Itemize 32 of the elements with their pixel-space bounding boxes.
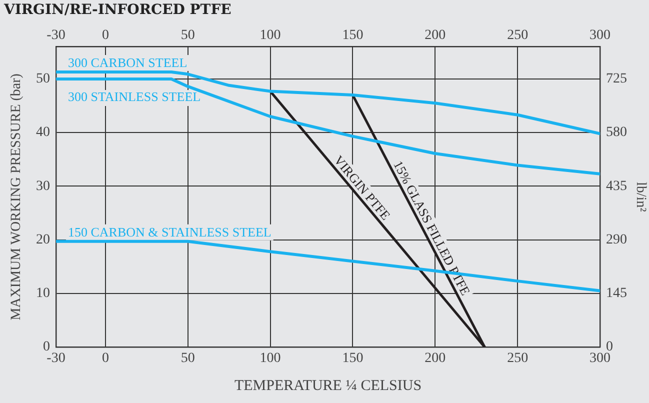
series-label: 300 CARBON STEEL (68, 54, 188, 70)
x2-tick-label: 300 (590, 351, 610, 366)
x2-tick-label: 50 (180, 351, 195, 366)
x-tick-label: 150 (342, 28, 364, 44)
y-axis-title: MAXIMUM WORKING PRESSURE (bar) (9, 73, 24, 320)
y2-tick-label: 290 (606, 232, 627, 248)
x-tick-label: 200 (424, 28, 446, 44)
y-tick-label: 10 (36, 286, 50, 302)
series-label: 150 CARBON & STAINLESS STEEL (68, 224, 272, 240)
x2-tick-label: 100 (260, 351, 281, 366)
y2-tick-label: 435 (606, 178, 627, 194)
series-label: 300 STAINLESS STEEL (68, 88, 201, 104)
x-tick-label: -30 (46, 28, 66, 44)
x-tick-label: 0 (102, 28, 109, 44)
chart-title: VIRGIN/RE-INFORCED PTFE (3, 2, 232, 18)
x2-tick-label: 0 (102, 351, 109, 366)
y2-tick-label: 725 (606, 72, 627, 87)
x-tick-label: 50 (180, 28, 195, 44)
x2-tick-label: 250 (507, 351, 528, 366)
y-tick-label: 50 (36, 72, 50, 87)
y2-tick-label: 580 (606, 125, 627, 140)
x-tick-label: 100 (260, 28, 281, 44)
y-tick-label: 30 (36, 178, 50, 194)
x-tick-label: 250 (507, 28, 528, 44)
y2-axis-title: lb/in² (632, 182, 648, 212)
y-tick-label: 40 (36, 125, 50, 140)
x-tick-label: 300 (590, 28, 610, 44)
y-tick-label: 20 (36, 232, 50, 248)
x2-tick-label: 150 (342, 351, 364, 366)
x2-tick-label: 200 (424, 351, 446, 366)
x-axis-title: TEMPERATURE ¼ CELSIUS (234, 378, 422, 394)
y2-tick-label: 145 (606, 286, 627, 302)
